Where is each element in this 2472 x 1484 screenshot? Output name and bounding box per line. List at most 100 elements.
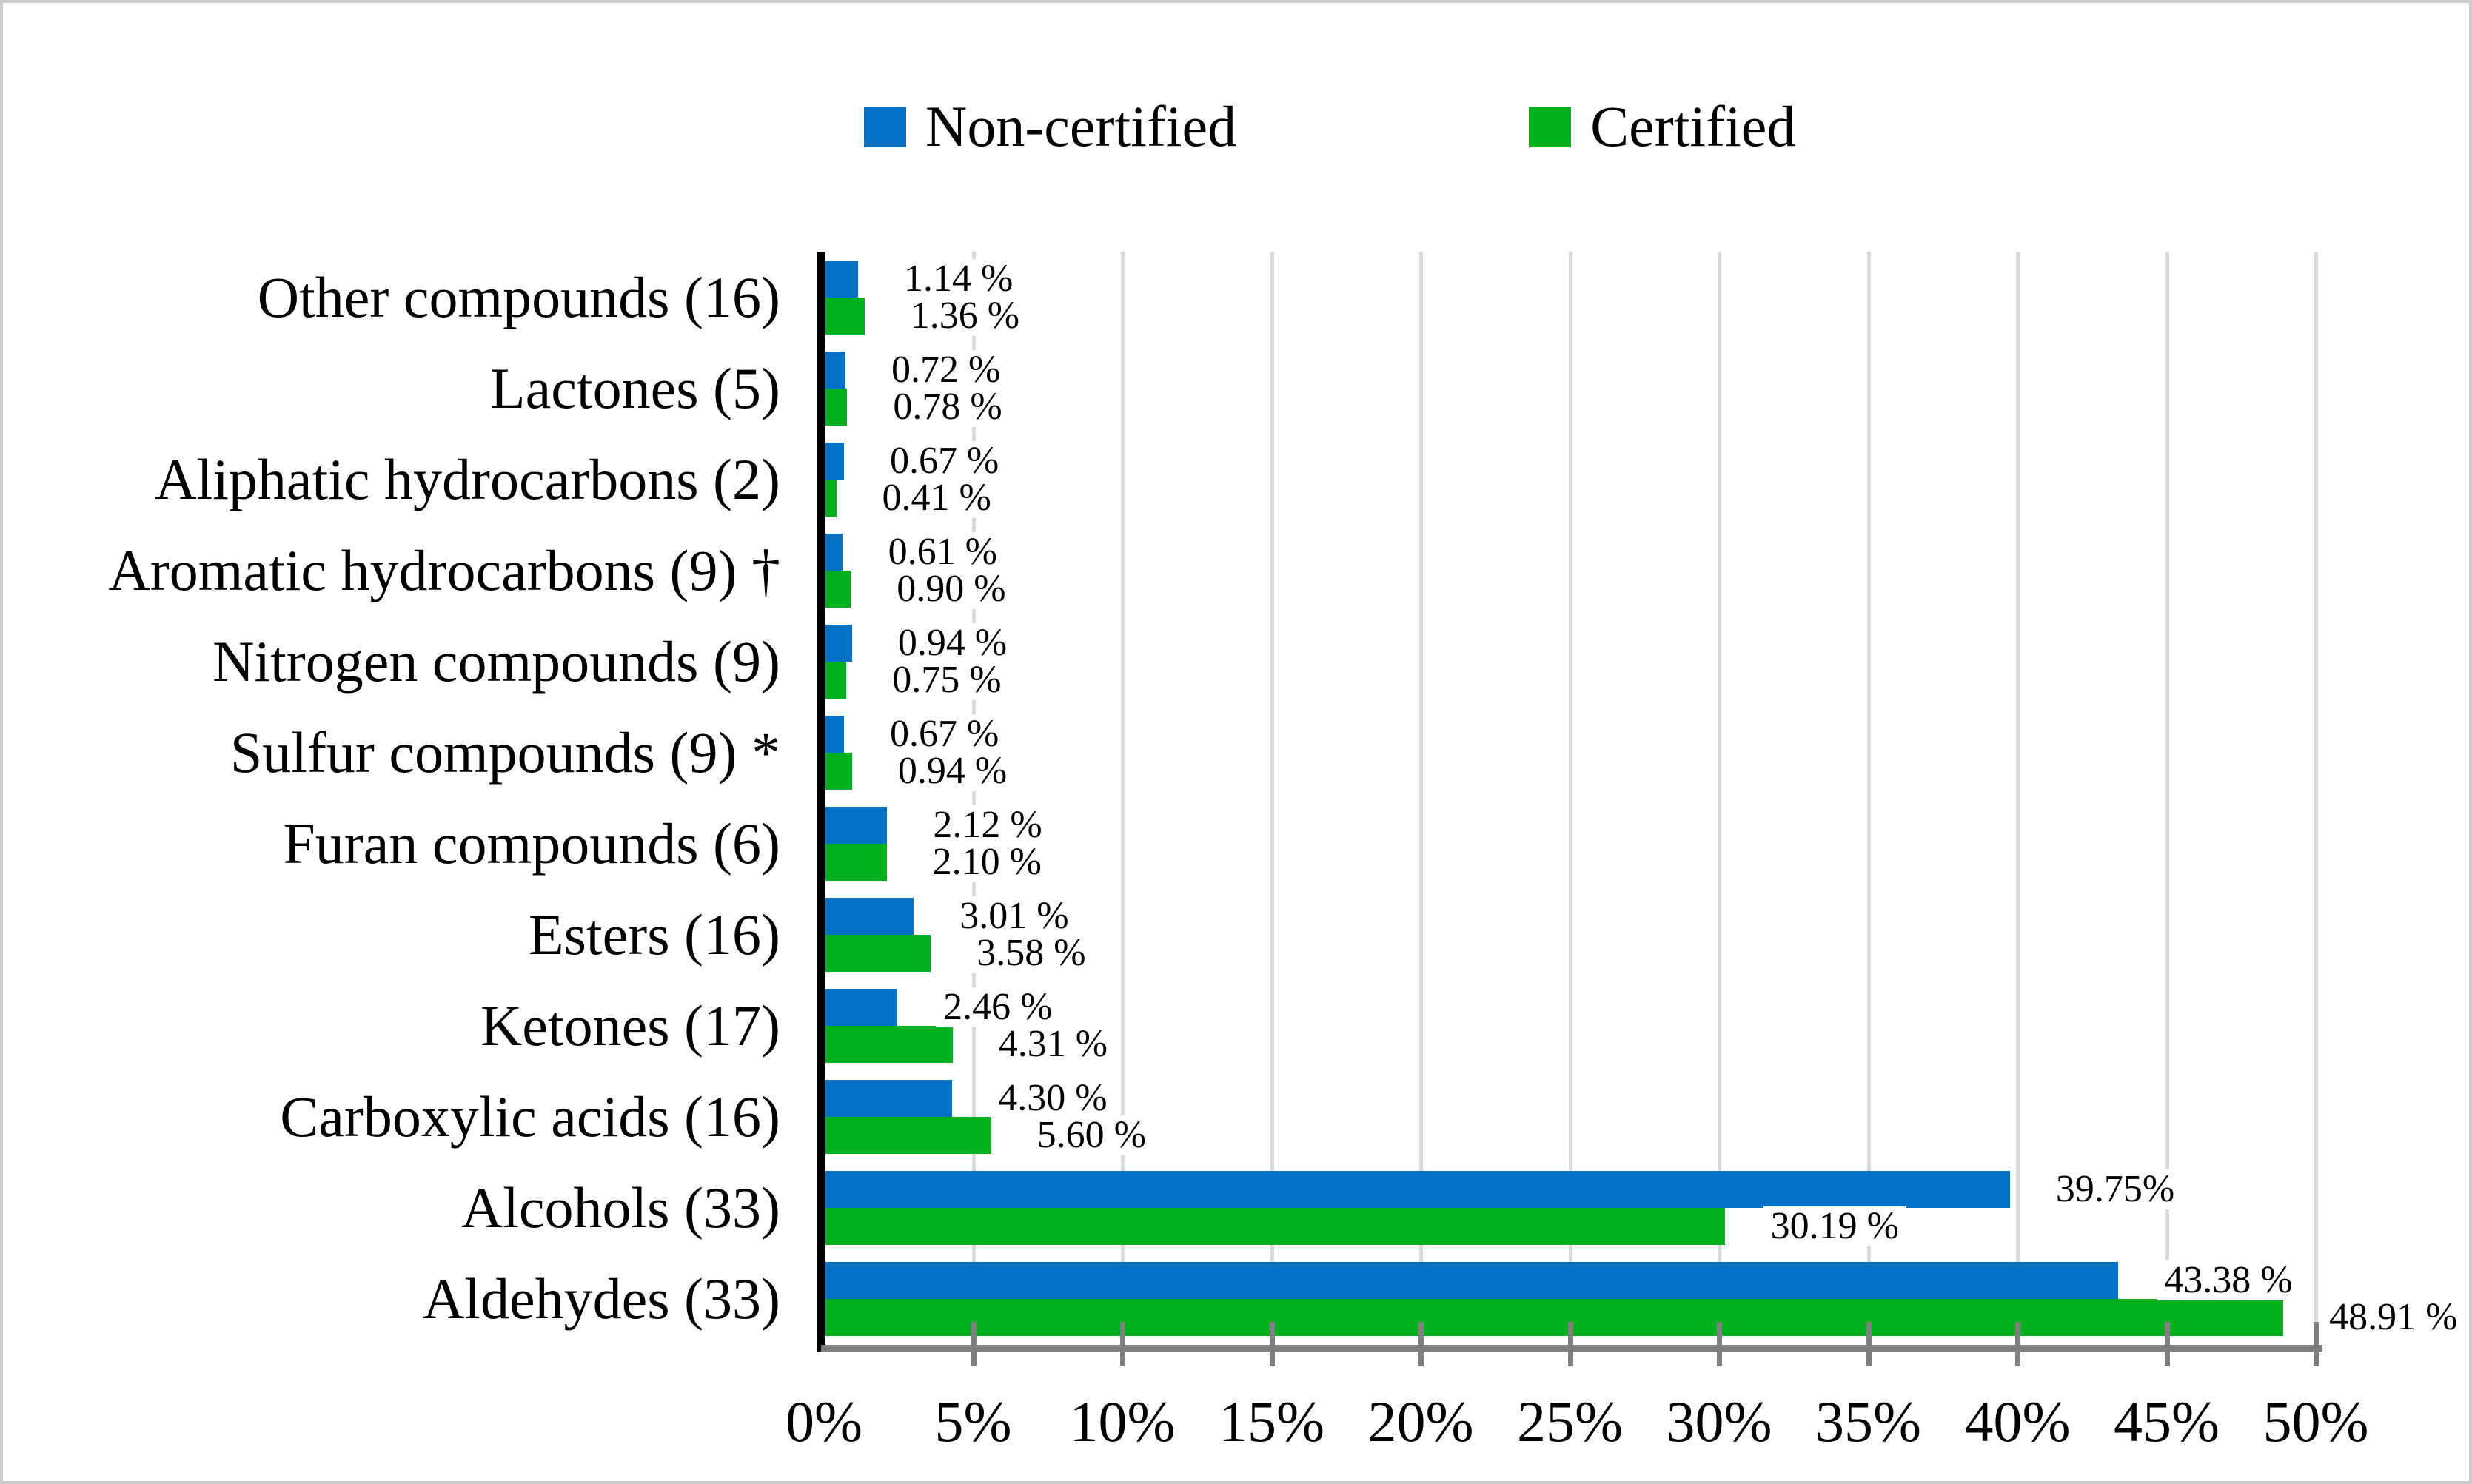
bar-noncertified	[824, 715, 844, 753]
bar-noncertified	[824, 1262, 2119, 1300]
value-label-certified: 0.78 %	[885, 386, 1010, 427]
value-label-noncertified: 0.67 %	[882, 714, 1007, 754]
x-axis-tickmark	[1418, 1322, 1424, 1366]
x-axis-tick-label: 30%	[1666, 1389, 1772, 1454]
category-label: Aliphatic hydrocarbons (2)	[155, 446, 780, 511]
bar-group: 2.12 % 2.10 %	[824, 799, 2316, 890]
x-axis-tickmark	[1269, 1322, 1275, 1366]
legend-label-certified: Certified	[1590, 94, 1796, 158]
value-label-certified: 5.60 %	[1029, 1115, 1153, 1156]
value-label-noncertified: 39.75%	[2048, 1169, 2183, 1210]
x-axis-tick-label: 5%	[934, 1389, 1012, 1454]
gridline	[2016, 252, 2020, 1345]
legend-swatch-certified-icon	[1529, 106, 1572, 147]
category-label: Sulfur compounds (9) *	[230, 719, 780, 785]
legend-label-noncertified: Non-certified	[925, 94, 1237, 158]
bar-certified	[824, 388, 848, 426]
value-label-noncertified: 4.30 %	[991, 1078, 1115, 1119]
bar-noncertified	[824, 898, 914, 936]
bar-group: 0.67 % 0.41 %	[824, 434, 2316, 525]
gridline	[2314, 252, 2318, 1345]
bar-group: 39.75% 30.19 %	[824, 1163, 2316, 1254]
bar-group: 0.61 % 0.90 %	[824, 525, 2316, 616]
x-axis-tickmark	[2164, 1322, 2170, 1366]
bar-noncertified	[824, 442, 844, 480]
bar-certified	[824, 935, 931, 973]
bar-certified	[824, 1299, 2284, 1337]
value-label-noncertified: 0.61 %	[880, 531, 1005, 572]
plot-area: 1.14 % 1.36 % 0.72 % 0.78 % 0.67 % 0.41 % 0.61…	[824, 252, 2465, 1345]
category-label: Other compounds (16)	[257, 264, 780, 329]
x-axis-tick-label: 15%	[1219, 1389, 1324, 1454]
value-label-noncertified: 0.67 %	[882, 440, 1007, 481]
value-label-noncertified: 0.72 %	[884, 349, 1008, 390]
value-label-certified: 1.36 %	[902, 295, 1028, 336]
x-axis-tick-label: 35%	[1815, 1389, 1921, 1454]
bar-certified	[824, 297, 865, 335]
bar-noncertified	[824, 351, 846, 389]
value-label-certified: 3.58 %	[969, 933, 1093, 974]
category-label: Furan compounds (6)	[283, 811, 780, 876]
bar-noncertified	[824, 1171, 2010, 1209]
x-axis-tickmark	[1866, 1322, 1872, 1366]
x-axis-tickmark	[1717, 1322, 1722, 1366]
x-axis-tick-label: 10%	[1069, 1389, 1176, 1454]
gridline	[1121, 252, 1125, 1345]
category-label: Alcohols (33)	[460, 1175, 780, 1240]
bar-certified	[824, 1208, 1725, 1246]
gridline	[2165, 252, 2169, 1345]
value-label-certified: 0.41 %	[874, 477, 999, 518]
x-axis-tick-label: 50%	[2262, 1389, 2369, 1454]
category-label: Ketones (17)	[480, 993, 780, 1058]
bar-noncertified	[824, 533, 843, 571]
category-label: Nitrogen compounds (9)	[212, 628, 780, 694]
y-axis-line	[817, 252, 825, 1352]
value-label-noncertified: 2.46 %	[936, 987, 1060, 1028]
legend-swatch-noncertified-icon	[864, 106, 906, 147]
category-label: Esters (16)	[528, 902, 780, 967]
legend-item-noncertified: Non-certified	[864, 98, 1236, 155]
bar-group: 43.38 % 48.91 %	[824, 1254, 2465, 1345]
gridline	[1866, 252, 1871, 1345]
bar-certified	[824, 479, 837, 517]
category-label: Lactones (5)	[490, 355, 780, 420]
category-label: Carboxylic acids (16)	[280, 1084, 780, 1149]
x-axis-tick-label: 40%	[1964, 1389, 2071, 1454]
bar-certified	[824, 752, 852, 790]
category-label: Aldehydes (33)	[422, 1266, 780, 1332]
bar-noncertified	[824, 807, 888, 845]
bar-noncertified	[824, 1080, 953, 1118]
bar-group: 3.01 % 3.58 %	[824, 890, 2316, 981]
value-label-noncertified: 0.94 %	[890, 622, 1015, 663]
bar-group: 2.46 % 4.31 %	[824, 981, 2316, 1072]
x-axis-tickmark	[2314, 1322, 2319, 1366]
bar-certified	[824, 1117, 991, 1155]
bar-group: 0.94 % 0.75 %	[824, 616, 2316, 707]
value-label-certified: 4.31 %	[991, 1024, 1116, 1065]
bar-certified	[824, 844, 887, 882]
bar-group: 0.67 % 0.94 %	[824, 707, 2316, 798]
bar-group: 4.30 % 5.60 %	[824, 1072, 2316, 1163]
value-label-noncertified: 3.01 %	[952, 896, 1076, 937]
value-label-certified: 0.75 %	[885, 659, 1009, 700]
x-axis-tickmark	[971, 1322, 977, 1366]
value-label-certified: 48.91 %	[2322, 1297, 2465, 1338]
category-label: Aromatic hydrocarbons (9) †	[108, 537, 780, 602]
gridline	[1419, 252, 1423, 1345]
gridline	[1718, 252, 1721, 1345]
legend: Non-certified Certified	[864, 86, 1795, 167]
value-label-certified: 0.90 %	[889, 568, 1014, 609]
value-label-certified: 30.19 %	[1763, 1206, 1906, 1247]
x-axis-tick-label: 0%	[786, 1389, 862, 1454]
gridline	[971, 252, 976, 1345]
bar-noncertified	[824, 260, 858, 298]
value-label-noncertified: 2.12 %	[925, 805, 1050, 846]
x-axis-tickmark	[1567, 1322, 1573, 1366]
x-axis-tickmark	[2015, 1322, 2020, 1366]
value-label-certified: 2.10 %	[925, 842, 1049, 883]
x-axis-tick-label: 45%	[2114, 1389, 2220, 1454]
bar-group: 1.14 % 1.36 %	[824, 252, 2316, 343]
bar-certified	[824, 661, 847, 699]
value-label-certified: 0.94 %	[890, 751, 1015, 791]
